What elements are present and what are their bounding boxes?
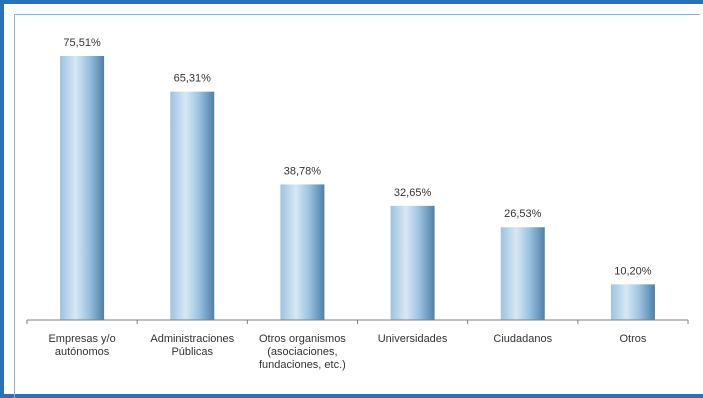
category-label: Otros xyxy=(619,333,646,345)
bar xyxy=(501,227,545,320)
data-label: 38,78% xyxy=(284,165,322,177)
data-label: 32,65% xyxy=(394,187,432,199)
bar xyxy=(280,184,324,320)
data-label: 65,31% xyxy=(174,73,212,85)
bar xyxy=(391,206,435,320)
category-label: Ciudadanos xyxy=(493,333,552,345)
data-label: 75,51% xyxy=(63,37,101,49)
data-label: 26,53% xyxy=(504,208,542,220)
category-label: Universidades xyxy=(378,333,448,345)
bar xyxy=(611,284,655,320)
category-label: Administraciones Públicas xyxy=(150,333,234,358)
category-label: Empresas y/o autónomos xyxy=(48,333,115,358)
bar xyxy=(170,92,214,320)
bar xyxy=(60,56,104,320)
data-label: 10,20% xyxy=(614,265,652,277)
category-label: Otros organismos (asociaciones, fundacione… xyxy=(259,333,346,371)
